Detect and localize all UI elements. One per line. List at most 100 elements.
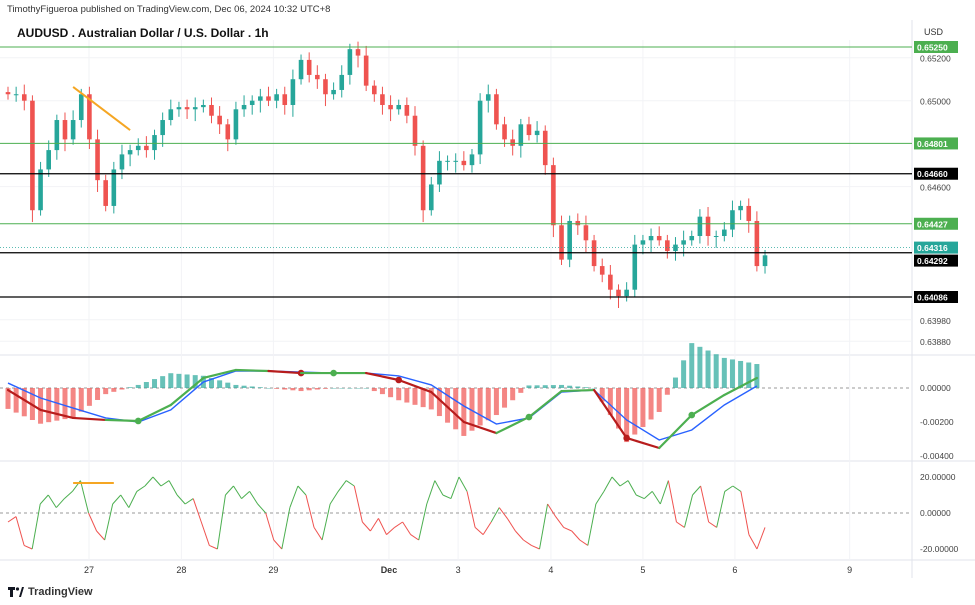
- candle-body: [209, 104, 214, 116]
- candle: [21, 84, 27, 111]
- macd-histogram-bar: [575, 386, 581, 388]
- oscillator-line-segment: [378, 518, 387, 535]
- candle: [420, 140, 426, 223]
- candle-body: [412, 115, 418, 146]
- macd-line-segment: [6, 388, 42, 412]
- oscillator-line-segment: [571, 530, 581, 541]
- candle-body: [551, 165, 556, 226]
- macd-histogram-bar: [738, 360, 744, 388]
- symbol-title[interactable]: AUDUSD . Australian Dollar / U.S. Dollar…: [17, 26, 269, 40]
- candle-body: [632, 244, 638, 290]
- candle-body: [217, 115, 222, 125]
- macd-histogram-bar: [70, 388, 76, 418]
- candle: [437, 151, 442, 192]
- candle: [5, 86, 11, 100]
- candle: [599, 258, 605, 283]
- candle-body: [135, 145, 141, 151]
- oscillator-line-segment: [96, 530, 106, 541]
- oscillator-line-segment: [732, 485, 742, 492]
- macd-histogram-bar: [664, 388, 670, 395]
- candle: [111, 161, 117, 214]
- candle-body: [13, 94, 19, 96]
- candle-body: [192, 107, 198, 110]
- macd-histogram-bar: [127, 387, 133, 388]
- oscillator-line-segment: [369, 518, 379, 532]
- candle-body: [624, 289, 629, 297]
- candle-body: [396, 104, 402, 110]
- price-level-label: 0.64660: [917, 169, 948, 179]
- macd-histogram-bar: [347, 388, 353, 389]
- footer: TradingView: [8, 586, 93, 598]
- candle: [46, 140, 51, 177]
- macd-histogram-bar: [184, 374, 190, 388]
- oscillator-tick-label: -20.00000: [920, 544, 959, 554]
- candle-body: [225, 124, 231, 140]
- macd-histogram-bar: [550, 385, 556, 388]
- macd-line-segment: [560, 388, 596, 393]
- macd-histogram-bar: [632, 388, 638, 435]
- candle: [624, 282, 629, 302]
- candle-body: [567, 220, 572, 260]
- candle-body: [5, 92, 11, 95]
- candle: [689, 230, 695, 246]
- macd-histogram-bar: [518, 388, 524, 393]
- candle-body: [648, 236, 654, 241]
- macd-histogram-bar: [290, 388, 296, 391]
- macd-histogram-bar: [388, 388, 394, 398]
- macd-histogram-bar: [38, 388, 44, 424]
- macd-line-segment: [365, 371, 400, 382]
- candle: [428, 176, 434, 216]
- macd-histogram-bar: [233, 384, 239, 388]
- candle: [54, 114, 60, 160]
- candle: [534, 121, 540, 143]
- candle-body: [298, 59, 304, 80]
- candle: [298, 54, 304, 85]
- macd-histogram-bar: [656, 388, 662, 412]
- candle-body: [331, 89, 336, 95]
- candle-body: [428, 184, 434, 211]
- candle: [502, 116, 507, 147]
- macd-histogram-bar: [567, 385, 573, 388]
- macd-histogram-bar: [13, 388, 19, 413]
- oscillator-tick-label: 0.00000: [920, 508, 951, 518]
- candle-body: [388, 104, 393, 110]
- macd-histogram-bar: [192, 375, 198, 388]
- oscillator-line-segment: [716, 491, 726, 528]
- oscillator-line-segment: [7, 516, 17, 523]
- candle: [266, 86, 271, 107]
- candle: [730, 200, 735, 238]
- macd-histogram-bar: [119, 388, 125, 390]
- candle: [485, 84, 491, 113]
- macd-histogram-bar: [46, 388, 52, 423]
- candle: [608, 265, 613, 300]
- macd-histogram-bar: [371, 388, 377, 392]
- macd-histogram-bar: [534, 385, 540, 388]
- candle: [559, 215, 564, 266]
- candle-body: [233, 109, 239, 140]
- macd-line-segment: [462, 420, 498, 435]
- price-tick-label: 0.63980: [920, 316, 951, 326]
- macd-histogram-bar: [225, 382, 231, 388]
- price-level-label: 0.64316: [917, 243, 948, 253]
- candle-body: [103, 180, 108, 206]
- oscillator-line-segment: [273, 539, 283, 550]
- oscillator-line-segment: [233, 485, 242, 499]
- candle: [249, 95, 255, 115]
- candle-body: [274, 94, 279, 101]
- candle-body: [355, 49, 361, 56]
- candle-body: [46, 150, 51, 170]
- oscillator-line-segment: [539, 503, 549, 550]
- macd-tick-label: 0.00000: [920, 383, 951, 393]
- price-tick-label: 0.65200: [920, 54, 951, 64]
- macd-histogram-bar: [265, 388, 271, 389]
- oscillator-line-segment: [531, 544, 540, 550]
- time-tick-label: 5: [640, 565, 645, 575]
- candle-body: [469, 154, 475, 166]
- candle: [372, 80, 377, 102]
- macd-histogram-bar: [306, 388, 312, 391]
- oscillator-line-segment: [426, 480, 436, 505]
- oscillator-line-segment: [313, 527, 323, 541]
- trendline: [72, 86, 131, 131]
- oscillator-line-segment: [136, 485, 146, 492]
